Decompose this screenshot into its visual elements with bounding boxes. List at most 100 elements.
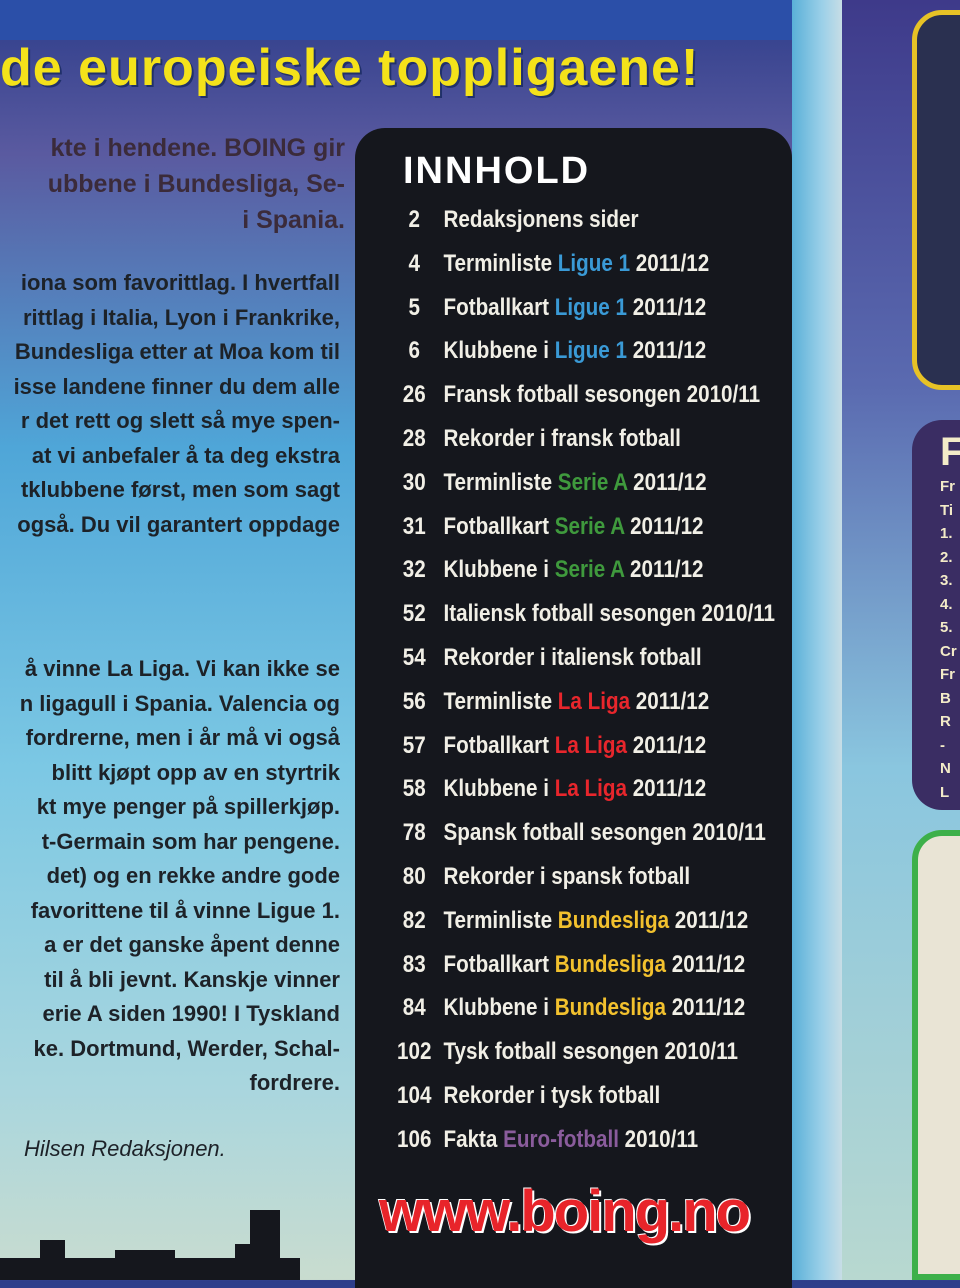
headline-band [0, 0, 840, 40]
page-number: 58 [402, 775, 426, 803]
contents-item[interactable]: 54 Rekorder i italiensk fotball [385, 638, 702, 678]
text-line: fordrere. [249, 1070, 340, 1095]
text-line: også. Du vil garantert oppdage [17, 511, 340, 537]
contents-item[interactable]: 102 Tysk fotball sesongen 2010/11 [385, 1032, 738, 1072]
contents-panel: INNHOLD 2 Redaksjonens sider 4 Terminliste … [355, 128, 792, 1288]
text-line: ke. Dortmund, Werder, Schal- [33, 1035, 340, 1061]
photo-top-right [912, 10, 960, 390]
facts-line: - [940, 736, 945, 754]
signature: Hilsen Redaksjonen. [24, 1136, 226, 1161]
page-number: 102 [397, 1038, 432, 1066]
item-title: Klubbene i [443, 556, 555, 584]
item-title: Terminliste [443, 249, 558, 277]
league-name: Ligue 1 [554, 293, 627, 321]
facts-line: 1. [940, 525, 953, 542]
text-line: t-Germain som har pengene. [41, 828, 340, 854]
page-number: 31 [402, 512, 426, 540]
contents-item[interactable]: 31 Fotballkart Serie A 2011/12 [385, 507, 704, 547]
contents-item[interactable]: 56 Terminliste La Liga 2011/12 [385, 682, 710, 722]
text-line: r det rett og slett så mye spen- [20, 408, 340, 433]
text-line: i Spania. [242, 206, 345, 234]
item-title: 2011/12 [669, 906, 749, 934]
page-number: 83 [402, 950, 426, 978]
page-number: 82 [402, 906, 426, 934]
text-line: kte i hendene. BOING gir [50, 134, 346, 162]
item-title: 2011/12 [626, 293, 707, 321]
text-line: rittlag i Italia, Lyon i Frankrike, [22, 304, 340, 330]
item-title: Tysk fotball sesongen 2010/11 [443, 1038, 738, 1066]
item-title: 2011/12 [626, 775, 707, 803]
contents-item[interactable]: 5 Fotballkart Ligue 1 2011/12 [385, 288, 706, 328]
item-title: 2011/12 [627, 468, 707, 496]
item-title: Fotballkart [443, 293, 555, 321]
item-title: Fotballkart [443, 512, 555, 540]
league-name: Bundesliga [554, 994, 666, 1022]
item-title: Terminliste [443, 687, 558, 715]
contents-item[interactable]: 104 Rekorder i tysk fotball [385, 1076, 660, 1116]
text-line: a er det ganske åpent denne [44, 932, 340, 957]
item-title: 2011/12 [624, 512, 704, 540]
facts-line: L [940, 783, 950, 801]
text-line: det) og en rekke andre gode [46, 863, 340, 888]
item-title: 2011/12 [665, 994, 746, 1022]
league-name: Bundesliga [554, 950, 666, 978]
facts-line: 5. [940, 619, 953, 636]
page-number: 84 [402, 994, 426, 1022]
contents-item[interactable]: 2 Redaksjonens sider [385, 200, 638, 240]
item-title: 2011/12 [626, 731, 707, 759]
page-number: 5 [408, 293, 420, 321]
item-title: 2010/11 [618, 1125, 699, 1153]
contents-item[interactable]: 6 Klubbene i Ligue 1 2011/12 [385, 331, 706, 371]
league-name: Ligue 1 [554, 337, 627, 365]
page-number: 56 [402, 687, 426, 715]
text-line: favorittene til å vinne Ligue 1. [30, 897, 340, 923]
facts-line: Ti [940, 501, 954, 519]
text-line: til å bli jevnt. Kanskje vinner [44, 966, 340, 992]
page-number: 54 [402, 644, 426, 671]
league-name: Euro-fotball [503, 1125, 619, 1153]
page-number: 30 [402, 468, 426, 496]
contents-title: INNHOLD [403, 150, 591, 192]
item-title: Rekorder i tysk fotball [443, 1082, 661, 1109]
text-line: iona som favorittlag. I hvertfall [20, 270, 340, 295]
contents-item[interactable]: 82 Terminliste Bundesliga 2011/12 [385, 901, 749, 941]
contents-item[interactable]: 58 Klubbene i La Liga 2011/12 [385, 769, 706, 809]
contents-item[interactable]: 80 Rekorder i spansk fotball [385, 857, 690, 897]
page-number: 2 [408, 206, 420, 233]
text-line: kt mye penger på spillerkjøp. [36, 794, 340, 819]
contents-item[interactable]: 4 Terminliste Ligue 1 2011/12 [385, 244, 709, 284]
page-number: 80 [402, 863, 426, 890]
contents-item[interactable]: 28 Rekorder i fransk fotball [385, 419, 681, 459]
text-line: n ligagull i Spania. Valencia og [19, 690, 340, 716]
contents-item[interactable]: 32 Klubbene i Serie A 2011/12 [385, 550, 704, 590]
contents-item[interactable]: 30 Terminliste Serie A 2011/12 [385, 463, 707, 503]
item-title: Redaksjonens sider [443, 206, 639, 233]
item-title: Fotballkart [443, 950, 555, 978]
text-line: tklubbene først, men som sagt [20, 477, 340, 502]
contents-item[interactable]: 84 Klubbene i Bundesliga 2011/12 [385, 988, 745, 1028]
facts-line: Fr [940, 666, 955, 683]
text-line: erie A siden 1990! I Tyskland [42, 1001, 340, 1026]
contents-item[interactable]: 78 Spansk fotball sesongen 2010/11 [385, 813, 766, 853]
contents-item[interactable]: 106 Fakta Euro-fotball 2010/11 [385, 1120, 698, 1160]
website-url[interactable]: www.boing.no [379, 1179, 751, 1244]
league-name: La Liga [554, 731, 627, 759]
page-number: 28 [402, 425, 426, 452]
contents-item[interactable]: 26 Fransk fotball sesongen 2010/11 [385, 375, 760, 415]
contents-item[interactable]: 57 Fotballkart La Liga 2011/12 [385, 726, 706, 766]
facts-box: F Fr Ti 1. 2. 3. 4. 5. Cr Fr B R - N L [912, 420, 960, 810]
league-name: La Liga [554, 775, 627, 803]
contents-item[interactable]: 52 Italiensk fotball sesongen 2010/11 [385, 594, 775, 634]
league-name: Serie A [554, 512, 625, 540]
league-name: La Liga [557, 687, 631, 715]
page-number: 4 [408, 249, 420, 277]
item-title: Klubbene i [443, 337, 555, 365]
item-title: Fakta [443, 1125, 504, 1153]
facts-line: B [940, 689, 951, 707]
page-number: 104 [397, 1082, 432, 1109]
photo-bottom-right [912, 830, 960, 1280]
contents-item[interactable]: 83 Fotballkart Bundesliga 2011/12 [385, 945, 745, 985]
text-line: at vi anbefaler å ta deg ekstra [31, 442, 340, 468]
item-title: Terminliste [443, 468, 558, 496]
item-title: 2011/12 [630, 249, 710, 277]
